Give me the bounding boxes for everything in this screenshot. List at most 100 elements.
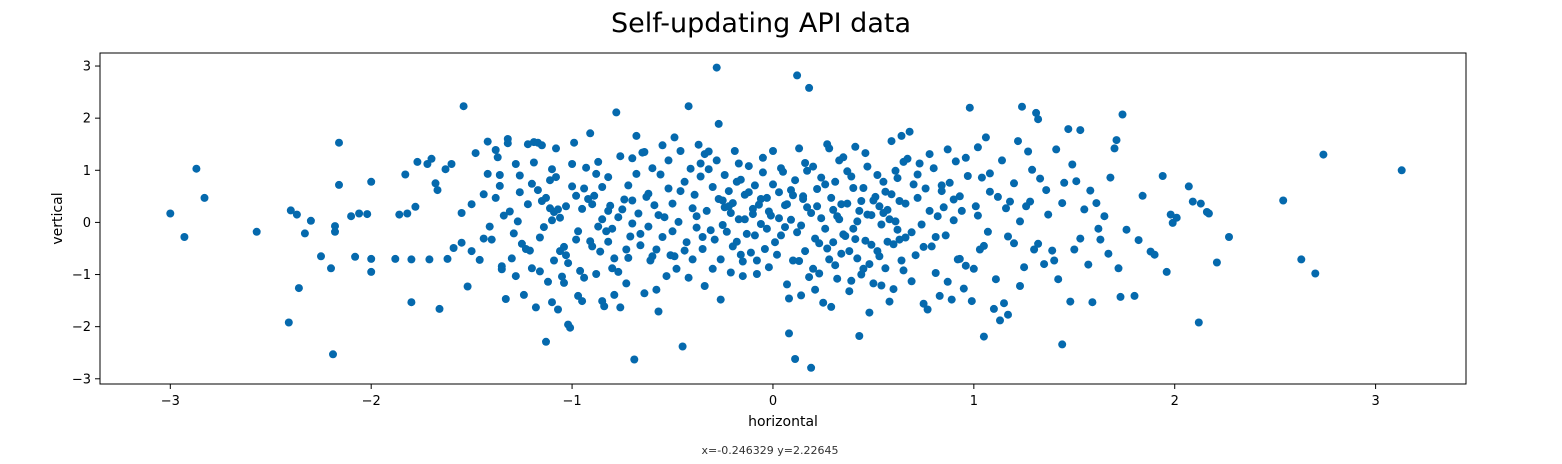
scatter-point bbox=[678, 342, 687, 351]
scatter-point bbox=[855, 332, 864, 340]
scatter-point bbox=[544, 277, 552, 286]
scatter-point bbox=[871, 192, 880, 201]
scatter-point bbox=[1110, 144, 1119, 153]
scatter-point bbox=[847, 172, 856, 181]
scatter-point bbox=[527, 179, 536, 188]
scatter-point bbox=[515, 188, 524, 197]
scatter-point bbox=[789, 256, 797, 265]
scatter-point bbox=[483, 137, 492, 146]
scatter-point bbox=[604, 206, 613, 215]
scatter-point bbox=[781, 223, 789, 232]
scatter-point bbox=[499, 211, 508, 220]
scatter-point bbox=[797, 291, 806, 300]
scatter-point bbox=[1116, 292, 1125, 301]
scatter-point bbox=[668, 199, 677, 208]
scatter-point bbox=[598, 297, 607, 306]
scatter-point bbox=[720, 171, 729, 179]
scatter-point bbox=[893, 225, 902, 234]
scatter-point bbox=[1032, 108, 1041, 117]
scatter-point bbox=[937, 181, 946, 190]
scatter-point bbox=[539, 223, 548, 232]
scatter-point bbox=[497, 265, 506, 274]
scatter-point bbox=[487, 235, 496, 244]
scatter-point bbox=[829, 238, 838, 247]
scatter-point bbox=[714, 195, 723, 203]
scatter-point bbox=[513, 217, 522, 226]
scatter-point bbox=[200, 193, 209, 202]
scatter-point bbox=[809, 162, 818, 171]
scatter-point bbox=[672, 264, 681, 273]
scatter-point bbox=[495, 181, 504, 190]
scatter-point bbox=[791, 176, 800, 185]
scatter-point bbox=[734, 159, 743, 168]
scatter-point bbox=[654, 211, 663, 220]
scatter-point bbox=[548, 216, 556, 225]
scatter-point bbox=[306, 216, 315, 225]
scatter-point bbox=[1080, 205, 1089, 214]
scatter-point bbox=[576, 266, 585, 275]
scatter-point bbox=[568, 182, 577, 191]
scatter-point bbox=[1076, 126, 1085, 135]
scatter-point bbox=[977, 173, 986, 182]
scatter-point bbox=[1006, 197, 1014, 206]
scatter-point bbox=[501, 295, 510, 303]
scatter-point bbox=[847, 276, 856, 285]
scatter-point bbox=[897, 131, 906, 140]
scatter-point bbox=[335, 138, 343, 147]
scatter-point bbox=[827, 302, 836, 311]
scatter-point bbox=[1016, 282, 1024, 290]
scatter-point bbox=[586, 129, 595, 138]
scatter-point bbox=[883, 205, 892, 214]
scatter-point bbox=[981, 133, 990, 142]
scatter-point bbox=[684, 273, 693, 282]
scatter-point bbox=[1188, 197, 1197, 206]
scatter-point bbox=[696, 172, 705, 181]
scatter-point bbox=[855, 206, 864, 215]
scatter-point bbox=[580, 273, 589, 282]
scatter-point bbox=[722, 227, 731, 236]
scatter-point bbox=[535, 233, 544, 242]
scatter-point bbox=[286, 206, 295, 215]
x-tick-label: 3 bbox=[1371, 394, 1379, 409]
scatter-point bbox=[817, 173, 826, 182]
scatter-point bbox=[1094, 224, 1103, 233]
scatter-point bbox=[712, 156, 721, 165]
scatter-point bbox=[1004, 232, 1012, 241]
scatter-point bbox=[873, 247, 882, 256]
scatter-point bbox=[1004, 310, 1012, 319]
scatter-point bbox=[608, 224, 617, 233]
scatter-point bbox=[895, 197, 904, 205]
scatter-point bbox=[983, 227, 992, 236]
scatter-point bbox=[718, 221, 727, 229]
scatter-point bbox=[879, 177, 888, 186]
scatter-point bbox=[989, 304, 998, 313]
scatter-point bbox=[666, 251, 675, 260]
scatter-point bbox=[664, 156, 673, 165]
y-axis: −3 −2 −1 0 1 2 3 bbox=[72, 60, 100, 387]
scatter-point bbox=[696, 159, 705, 168]
scatter-point bbox=[813, 202, 822, 211]
scatter-point bbox=[865, 260, 874, 269]
scatter-point bbox=[1112, 136, 1121, 145]
scatter-point bbox=[881, 264, 890, 273]
scatter-point bbox=[867, 211, 876, 220]
scatter-point bbox=[859, 184, 868, 192]
scatter-point bbox=[899, 157, 908, 166]
scatter-point bbox=[738, 272, 747, 281]
scatter-point bbox=[572, 235, 581, 244]
scatter-point bbox=[821, 180, 830, 189]
scatter-point bbox=[1036, 174, 1045, 183]
scatter-point bbox=[1002, 204, 1010, 213]
scatter-point bbox=[1086, 186, 1095, 195]
scatter-point bbox=[869, 279, 878, 288]
scatter-point bbox=[991, 275, 1000, 284]
scatter-point bbox=[542, 193, 550, 202]
scatter-point bbox=[1319, 150, 1328, 159]
scatter-point bbox=[706, 226, 715, 235]
scatter-point bbox=[355, 209, 364, 218]
scatter-point bbox=[479, 190, 488, 199]
scatter-point bbox=[682, 238, 691, 247]
scatter-point bbox=[811, 285, 820, 294]
scatter-point bbox=[1279, 196, 1288, 205]
scatter-point bbox=[515, 171, 524, 180]
